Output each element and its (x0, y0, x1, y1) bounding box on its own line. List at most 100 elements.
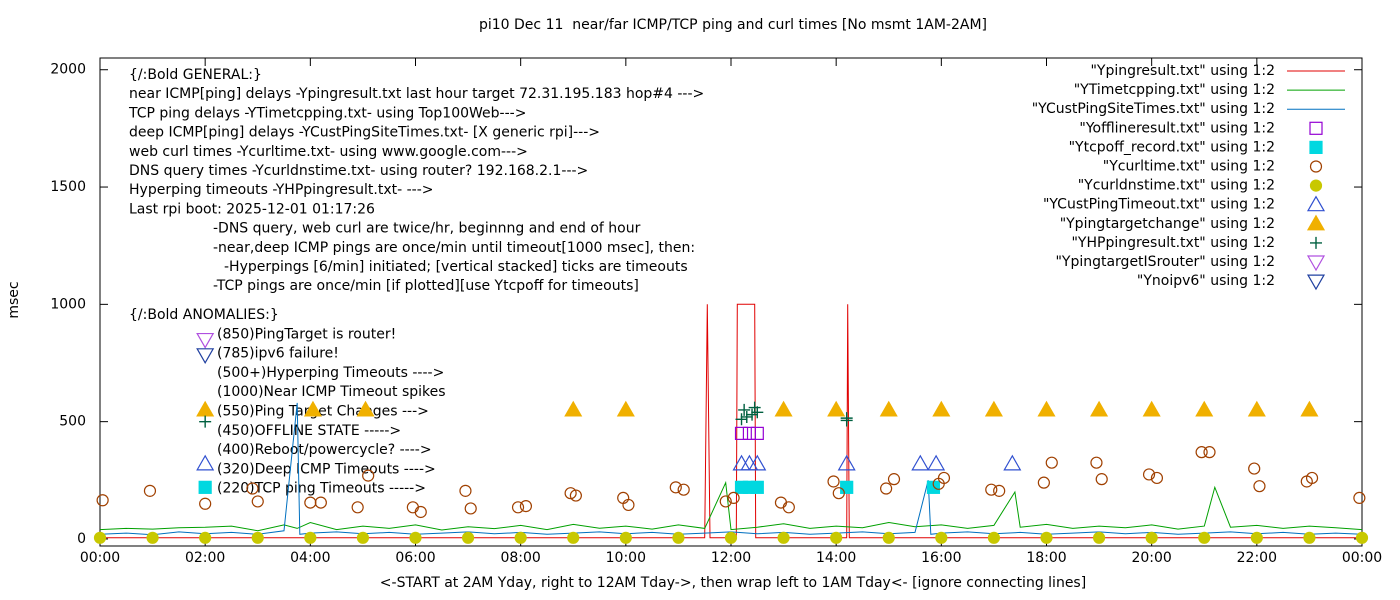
point (1142, 468, 1156, 481)
annotation: {/:Bold ANOMALIES:} (129, 307, 279, 323)
annotation: (785)ipv6 failure! (217, 346, 339, 362)
point (719, 495, 732, 508)
legend-swatch (1306, 195, 1326, 212)
point (1037, 476, 1050, 489)
legend-swatch (1309, 179, 1323, 192)
point (1040, 531, 1053, 544)
point (879, 400, 898, 417)
point (196, 332, 215, 349)
point (777, 531, 790, 544)
point (735, 413, 748, 426)
annotation: TCP ping delays -YTimetcpping.txt- using… (128, 105, 526, 121)
legend-label: "YHPpingresult.txt" using 1:2 (1071, 235, 1275, 251)
point (146, 531, 159, 544)
point (406, 501, 419, 514)
x-tick-label: 06:00 (395, 550, 435, 566)
x-tick-label: 12:00 (711, 550, 751, 566)
legend-swatch (1306, 214, 1326, 231)
legend-swatch (1309, 160, 1323, 173)
point (564, 487, 577, 500)
point (196, 454, 215, 471)
point (1145, 531, 1158, 544)
point (514, 531, 527, 544)
x-tick-label: 00:00 (80, 550, 120, 566)
point (303, 400, 322, 417)
point (677, 483, 690, 496)
point (616, 400, 635, 417)
y-tick-label: 0 (77, 531, 86, 547)
point (199, 497, 212, 510)
x-tick-label: 20:00 (1131, 550, 1171, 566)
point (837, 454, 856, 471)
annotation: (500+)Hyperping Timeouts ----> (217, 365, 444, 381)
point (732, 454, 751, 471)
point (622, 498, 635, 512)
annotation: {/:Bold GENERAL:} (129, 67, 262, 83)
point (880, 482, 893, 495)
legend-label: "Ytcpoff_record.txt" using 1:2 (1069, 139, 1275, 155)
y-tick-label: 2000 (50, 62, 86, 78)
point (459, 484, 472, 497)
point (827, 400, 846, 417)
legend-label: "Yofflineresult.txt" using 1:2 (1079, 120, 1275, 136)
annotation: -TCP pings are once/min [if plotted][use… (213, 278, 639, 294)
annotation: deep ICMP[ping] delays -YCustPingSiteTim… (129, 125, 600, 141)
point (672, 531, 685, 544)
point (314, 496, 327, 509)
annotation: (320)Deep ICMP Timeouts ----> (217, 461, 436, 477)
x-tick-label: 10:00 (606, 550, 646, 566)
annotation: (550)Ping Target Changes ---> (217, 404, 429, 420)
point (738, 403, 751, 416)
point (619, 531, 632, 544)
x-tick-label: 00:00 (1342, 550, 1382, 566)
point (724, 531, 738, 544)
point (198, 480, 212, 494)
point (742, 426, 757, 440)
point (304, 531, 317, 544)
legend-swatch (1310, 236, 1322, 249)
point (304, 496, 317, 509)
point (1248, 462, 1261, 475)
chart-title: pi10 Dec 11 near/far ICMP/TCP ping and c… (479, 17, 987, 33)
point (409, 531, 422, 544)
point (569, 489, 582, 502)
point (1037, 400, 1056, 417)
point (1090, 400, 1109, 417)
point (987, 531, 1001, 544)
point (564, 400, 583, 417)
point (96, 494, 109, 507)
point (1090, 456, 1103, 469)
point (617, 491, 630, 505)
point (362, 469, 375, 482)
point (511, 501, 525, 514)
point (461, 531, 475, 544)
point (143, 484, 157, 497)
annotation: (450)OFFLINE STATE -----> (217, 423, 401, 439)
annotation: DNS query times -Ycurldnstime.txt- using… (129, 163, 588, 179)
point (782, 501, 795, 514)
legend-label: "Ynoipv6" using 1:2 (1137, 273, 1275, 289)
point (840, 412, 853, 425)
annotation: Last rpi boot: 2025-12-01 01:17:26 (129, 201, 375, 217)
point (1195, 446, 1208, 459)
point (669, 481, 682, 494)
point (927, 454, 946, 471)
point (356, 400, 375, 417)
annotation: -DNS query, web curl are twice/hr, begin… (213, 221, 641, 237)
point (519, 500, 533, 513)
point (734, 426, 749, 440)
point (911, 454, 930, 471)
legend-label: "Ypingtargetchange" using 1:2 (1060, 216, 1275, 232)
annotation: (400)Reboot/powercycle? ----> (217, 442, 432, 458)
legend-label: "Ycurltime.txt" using 1:2 (1103, 159, 1275, 175)
point (740, 410, 753, 423)
annotation: web curl times -Ycurltime.txt- using www… (129, 144, 528, 160)
point (464, 502, 477, 515)
point (251, 495, 264, 508)
x-tick-label: 22:00 (1237, 550, 1277, 566)
point (750, 426, 764, 440)
point (750, 480, 764, 494)
point (1095, 473, 1108, 486)
annotation: -near,deep ICMP pings are once/min until… (213, 240, 695, 256)
x-tick-label: 08:00 (500, 550, 540, 566)
